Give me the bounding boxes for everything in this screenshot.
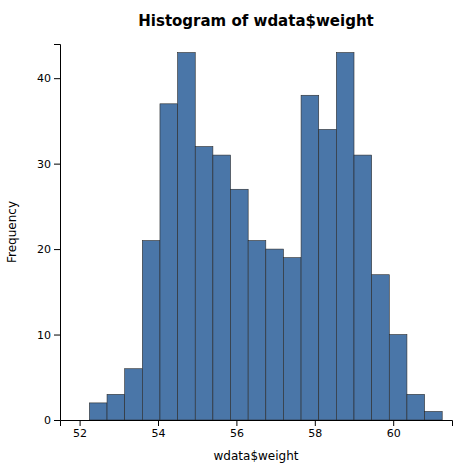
y-tick: 20 bbox=[37, 243, 60, 256]
y-tick-mark bbox=[54, 420, 60, 421]
x-tick: 52 bbox=[73, 420, 87, 440]
x-axis-line bbox=[61, 421, 453, 427]
x-tick-label: 52 bbox=[73, 427, 87, 440]
bar bbox=[407, 394, 425, 420]
bar bbox=[389, 335, 407, 420]
bar bbox=[336, 53, 354, 420]
bar bbox=[266, 249, 284, 420]
x-tick-label: 54 bbox=[152, 427, 166, 440]
bar bbox=[195, 147, 213, 420]
x-tick-mark bbox=[158, 420, 159, 426]
x-tick-label: 58 bbox=[308, 427, 322, 440]
bar bbox=[107, 394, 125, 420]
y-tick-label: 20 bbox=[37, 243, 51, 256]
bar bbox=[231, 189, 249, 420]
y-axis-line bbox=[54, 45, 61, 421]
bar bbox=[89, 403, 107, 420]
x-tick-mark bbox=[315, 420, 316, 426]
x-tick-mark bbox=[236, 420, 237, 426]
bar bbox=[248, 241, 266, 420]
y-tick-mark bbox=[54, 164, 60, 165]
y-tick-label: 0 bbox=[44, 414, 51, 427]
x-tick-label: 60 bbox=[387, 427, 401, 440]
y-tick-label: 30 bbox=[37, 158, 51, 171]
y-tick-mark bbox=[54, 78, 60, 79]
bars bbox=[89, 53, 442, 420]
y-tick-mark bbox=[54, 335, 60, 336]
bar bbox=[178, 53, 196, 420]
y-axis-title: Frequency bbox=[5, 201, 19, 263]
x-tick-mark bbox=[393, 420, 394, 426]
y-tick-label: 10 bbox=[37, 329, 51, 342]
y-tick-label: 40 bbox=[37, 72, 51, 85]
y-axis: 0 10 20 30 40 bbox=[37, 45, 61, 428]
bar bbox=[319, 129, 337, 420]
y-tick: 10 bbox=[37, 329, 60, 342]
x-tick-label: 56 bbox=[230, 427, 244, 440]
x-axis: 52 54 56 58 60 bbox=[61, 420, 453, 440]
bar bbox=[142, 241, 160, 420]
bar bbox=[354, 155, 372, 420]
bar bbox=[372, 275, 390, 420]
y-tick: 30 bbox=[37, 158, 60, 171]
x-tick-mark bbox=[80, 420, 81, 426]
x-tick: 58 bbox=[308, 420, 322, 440]
x-tick: 60 bbox=[387, 420, 401, 440]
x-axis-title: wdata$weight bbox=[214, 449, 299, 463]
y-tick: 40 bbox=[37, 72, 60, 85]
bar bbox=[160, 104, 178, 420]
plot-area: 52 54 56 58 60 0 10 20 30 40 bbox=[37, 45, 453, 440]
y-tick: 0 bbox=[44, 414, 60, 427]
y-tick-mark bbox=[54, 249, 60, 250]
bar bbox=[283, 258, 301, 420]
x-tick: 56 bbox=[230, 420, 244, 440]
bar bbox=[213, 155, 231, 420]
chart: 52 54 56 58 60 0 10 20 30 40 Histogram of wdata$we… bbox=[0, 0, 474, 474]
bar bbox=[301, 95, 319, 420]
x-tick: 54 bbox=[152, 420, 166, 440]
bar bbox=[425, 411, 443, 420]
title: Histogram of wdata$weight bbox=[138, 12, 373, 30]
bar bbox=[125, 369, 143, 420]
